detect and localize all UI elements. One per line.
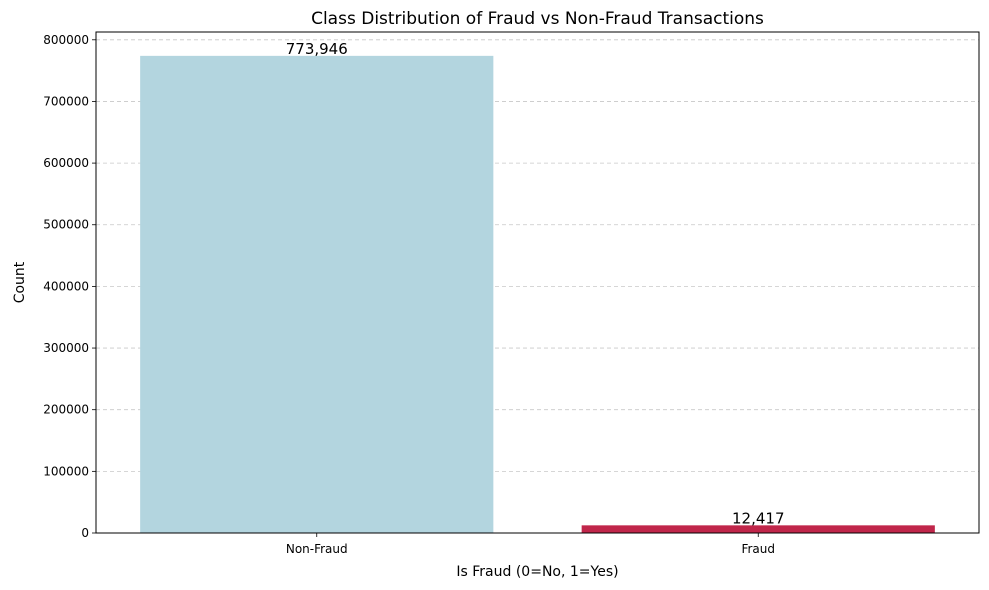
y-tick-label: 500000 — [43, 218, 89, 232]
y-tick-label: 100000 — [43, 464, 89, 478]
plot-frame — [95, 31, 980, 534]
bar — [140, 55, 494, 534]
y-tick-label: 200000 — [43, 403, 89, 417]
bars — [140, 55, 935, 534]
data-label: 773,946 — [286, 40, 348, 58]
y-tick-label: 400000 — [43, 279, 89, 293]
x-axis-ticks: Non-Fraud Fraud — [286, 533, 775, 556]
y-tick-label: 800000 — [43, 33, 89, 47]
y-tick-label: 700000 — [43, 94, 89, 108]
x-tick-label: Non-Fraud — [286, 542, 348, 556]
data-labels: 773,946 12,417 — [286, 40, 785, 527]
y-tick-label: 600000 — [43, 156, 89, 170]
y-axis-ticks: 0 100000 200000 300000 400000 500000 600000 700… — [43, 33, 96, 540]
data-label: 12,417 — [732, 509, 785, 527]
y-tick-label: 0 — [81, 526, 89, 540]
y-tick-label: 300000 — [43, 341, 89, 355]
chart-title: Class Distribution of Fraud vs Non-Fraud… — [311, 9, 764, 29]
bar — [581, 525, 935, 533]
x-axis-label: Is Fraud (0=No, 1=Yes) — [456, 564, 618, 580]
x-tick-label: Fraud — [741, 542, 775, 556]
y-axis-label: Count — [12, 261, 28, 303]
